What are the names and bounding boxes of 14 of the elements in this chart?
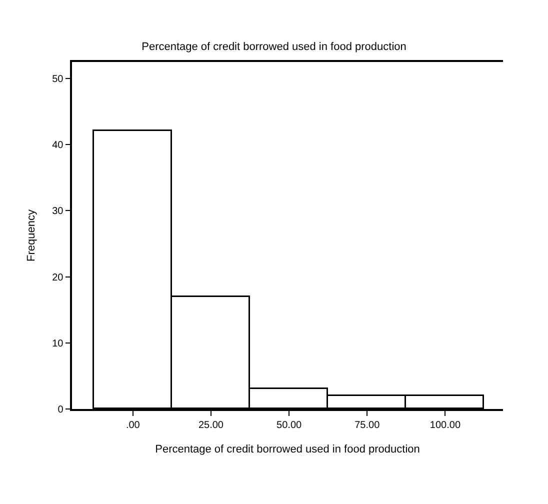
y-tick-label: 20	[52, 272, 64, 284]
x-tick-label: .00	[126, 420, 140, 431]
y-tick-label: 40	[52, 140, 64, 152]
chart-title: Percentage of credit borrowed used in food production	[142, 41, 406, 53]
y-tick-label: 50	[52, 74, 64, 86]
x-tick-label: 100.00	[430, 420, 461, 431]
x-axis-title: Percentage of credit borrowed used in food production	[155, 443, 420, 456]
y-axis-title: Frequency	[25, 209, 38, 262]
y-tick-label: 30	[52, 206, 64, 218]
y-tick-label: 0	[58, 404, 64, 416]
x-tick-label: 50.00	[276, 420, 302, 431]
x-tick-label: 25.00	[198, 420, 224, 431]
x-tick-label: 75.00	[354, 420, 380, 431]
y-tick-label: 10	[52, 338, 64, 350]
